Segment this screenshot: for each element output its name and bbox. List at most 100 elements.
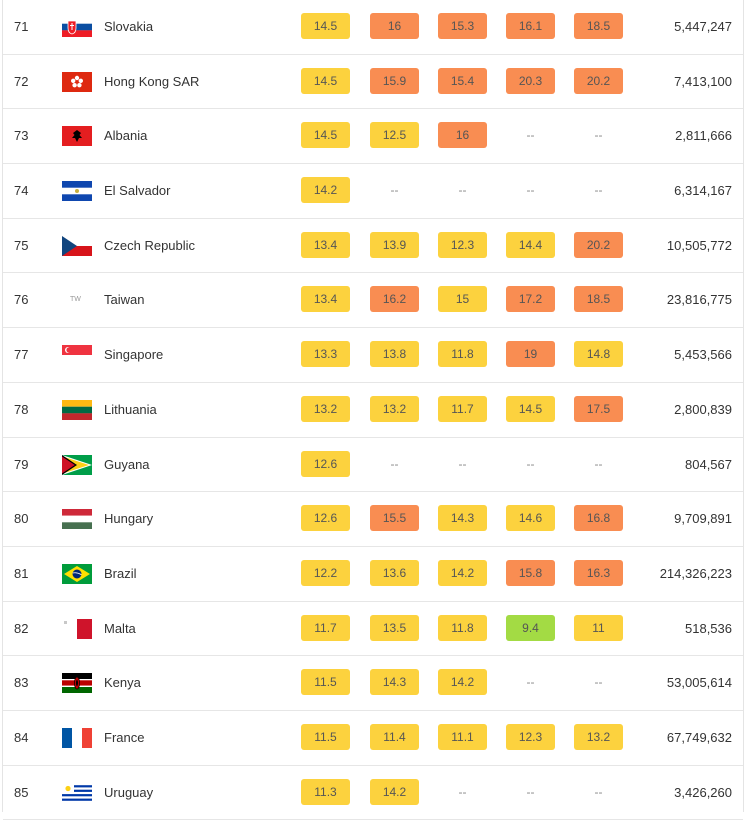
value-badge: 14.8 xyxy=(574,341,623,368)
rank-number: 84 xyxy=(14,729,29,745)
rank-number: 80 xyxy=(14,511,29,527)
rank-number: 77 xyxy=(14,347,29,363)
france-flag-icon xyxy=(62,727,92,748)
table-row[interactable]: 85 Uruguay 11.3 14.2 -- -- -- 3,426,260 xyxy=(3,766,743,820)
country-name[interactable]: Guyana xyxy=(104,456,150,472)
table-row[interactable]: 74 El Salvador 14.2 -- -- -- -- 6,314,167 xyxy=(3,164,743,219)
value-badge: 13.4 xyxy=(301,231,350,258)
population-value: 214,326,223 xyxy=(659,565,732,581)
value-badge: 14.5 xyxy=(301,122,350,149)
value-badge: 14.5 xyxy=(506,395,555,422)
rank-number: 83 xyxy=(14,675,29,691)
value-badge: 12.6 xyxy=(301,450,350,477)
slovakia-flag-icon xyxy=(62,17,92,37)
value-badge: 18.5 xyxy=(574,286,623,313)
value-badge: 11.5 xyxy=(301,723,350,750)
value-badge: 11 xyxy=(574,614,623,641)
value-badge: 12.6 xyxy=(301,505,350,532)
value-badge: 18.5 xyxy=(574,13,623,39)
country-name[interactable]: France xyxy=(104,729,145,745)
table-row[interactable]: 83 Kenya 11.5 14.3 14.2 -- -- 53,005,614 xyxy=(3,656,743,711)
country-name[interactable]: Taiwan xyxy=(104,292,145,308)
table-row[interactable]: 71 Slovakia 14.5 16 15.3 16.1 18.5 5,447,247 xyxy=(3,0,743,55)
value-badge: 13.2 xyxy=(574,723,623,750)
value-badge: 15.8 xyxy=(506,559,555,586)
value-badge: 12.5 xyxy=(370,122,419,149)
country-name[interactable]: Hungary xyxy=(104,511,154,527)
value-badge: 9.4 xyxy=(506,614,555,641)
population-value: 67,749,632 xyxy=(666,729,732,745)
table-row[interactable]: 77 Singapore 13.3 13.8 11.8 19 14.8 5,453,566 xyxy=(3,328,743,383)
rank-number: 72 xyxy=(14,73,29,89)
value-badge: 16.8 xyxy=(574,505,623,532)
country-name[interactable]: Lithuania xyxy=(104,401,157,417)
value-badge: 16.1 xyxy=(506,13,555,39)
hungary-flag-icon xyxy=(62,509,92,530)
population-value: 3,426,260 xyxy=(674,784,732,800)
value-badge: 15.4 xyxy=(438,67,487,94)
value-badge: 20.2 xyxy=(574,67,623,94)
value-badge: 13.5 xyxy=(370,614,419,641)
value-badge: -- xyxy=(458,456,467,471)
country-name[interactable]: El Salvador xyxy=(104,183,171,199)
brazil-flag-icon xyxy=(62,563,92,584)
value-badge: -- xyxy=(594,128,603,143)
value-badge: 12.2 xyxy=(301,559,350,586)
value-badge: 11.7 xyxy=(301,614,350,641)
value-badge: 13.9 xyxy=(370,231,419,258)
table-row[interactable]: 78 Lithuania 13.2 13.2 11.7 14.5 17.5 2,800,839 xyxy=(3,383,743,438)
table-row[interactable]: 81 Brazil 12.2 13.6 14.2 15.8 16.3 214,326,223 xyxy=(3,547,743,602)
value-badge: 14.2 xyxy=(438,669,487,696)
value-badge: -- xyxy=(390,183,399,198)
value-badge: 11.3 xyxy=(301,778,350,805)
table-row[interactable]: 72 Hong Kong SAR 14.5 15.9 15.4 20.3 20.2 7,413… xyxy=(3,55,743,110)
table-row[interactable]: 82 Malta 11.7 13.5 11.8 9.4 11 518,536 xyxy=(3,602,743,657)
value-badge: 13.6 xyxy=(370,559,419,586)
country-name[interactable]: Albania xyxy=(104,128,148,144)
czech-flag-icon xyxy=(62,235,92,256)
value-badge: 11.4 xyxy=(370,723,419,750)
population-value: 6,314,167 xyxy=(674,183,732,199)
value-badge: 11.1 xyxy=(438,723,487,750)
table-row[interactable]: 84 France 11.5 11.4 11.1 12.3 13.2 67,749,632 xyxy=(3,711,743,766)
value-badge: 12.3 xyxy=(438,231,487,258)
country-name[interactable]: Hong Kong SAR xyxy=(104,73,200,89)
country-name[interactable]: Uruguay xyxy=(104,784,154,800)
country-name[interactable]: Czech Republic xyxy=(104,237,196,253)
table-row[interactable]: 79 Guyana 12.6 -- -- -- -- 804,567 xyxy=(3,438,743,493)
value-badge: 12.3 xyxy=(506,723,555,750)
population-value: 2,811,666 xyxy=(675,128,732,144)
value-badge: 13.8 xyxy=(370,341,419,368)
value-badge: -- xyxy=(594,183,603,198)
table-row[interactable]: 76 TW Taiwan 13.4 16.2 15 17.2 18.5 23,816,775 xyxy=(3,273,743,329)
value-badge: 15.5 xyxy=(370,505,419,532)
value-badge: 15.9 xyxy=(370,67,419,94)
population-value: 518,536 xyxy=(685,620,732,636)
value-badge: 14.3 xyxy=(370,669,419,696)
value-badge: -- xyxy=(526,183,535,198)
malta-flag-icon xyxy=(62,618,92,639)
value-badge: 15.3 xyxy=(438,13,487,39)
population-value: 5,447,247 xyxy=(674,19,732,34)
population-value: 7,413,100 xyxy=(674,73,732,89)
value-badge: -- xyxy=(594,675,603,690)
value-badge: 11.5 xyxy=(301,669,350,696)
rank-number: 74 xyxy=(14,183,29,199)
country-name[interactable]: Slovakia xyxy=(104,19,154,34)
country-name[interactable]: Singapore xyxy=(104,347,164,363)
table-row[interactable]: 80 Hungary 12.6 15.5 14.3 14.6 16.8 9,709,891 xyxy=(3,492,743,547)
country-name[interactable]: Kenya xyxy=(104,675,141,691)
country-name[interactable]: Brazil xyxy=(104,565,137,581)
population-value: 23,816,775 xyxy=(666,292,732,308)
value-badge: 11.8 xyxy=(438,614,487,641)
country-name[interactable]: Malta xyxy=(104,620,136,636)
value-badge: 16 xyxy=(438,122,487,149)
value-badge: 14.2 xyxy=(438,559,487,586)
value-badge: 20.3 xyxy=(506,67,555,94)
table-row[interactable]: 75 Czech Republic 13.4 13.9 12.3 14.4 20.2 10,5… xyxy=(3,219,743,274)
value-badge: 17.2 xyxy=(506,286,555,313)
value-badge: 14.5 xyxy=(301,13,350,39)
kenya-flag-icon xyxy=(62,673,92,694)
table-row[interactable]: 73 Albania 14.5 12.5 16 -- -- 2,811,666 xyxy=(3,109,743,165)
value-badge: 14.5 xyxy=(301,67,350,94)
